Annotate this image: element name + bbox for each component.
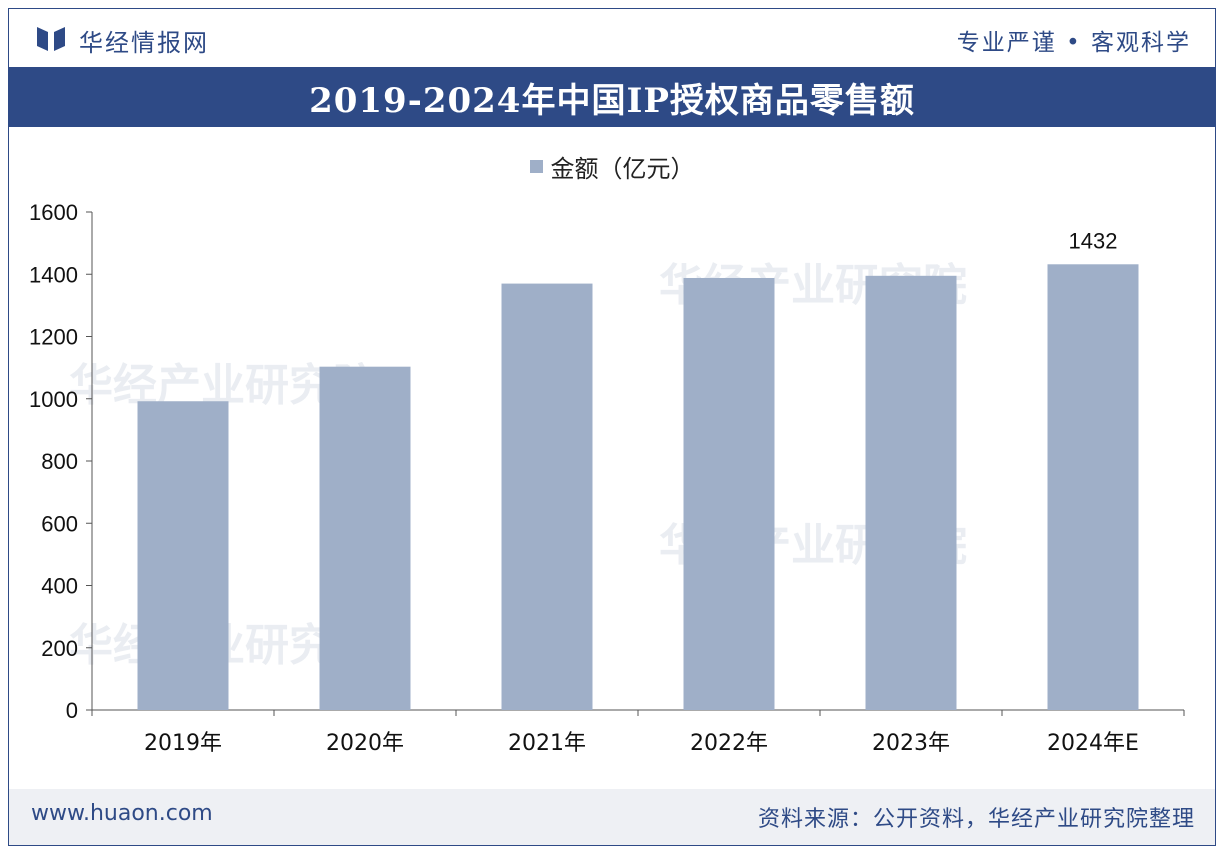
footer-bar: www.huaon.com 资料来源：公开资料，华经产业研究院整理 — [9, 789, 1215, 845]
legend-label: 金额（亿元） — [550, 155, 695, 183]
y-tick-label: 1600 — [29, 200, 78, 225]
y-tick-label: 1200 — [29, 325, 78, 350]
bar — [501, 283, 593, 710]
x-tick-label: 2019年 — [144, 731, 222, 756]
y-tick-label: 1000 — [29, 387, 78, 412]
bar — [1047, 264, 1139, 710]
x-tick-label: 2023年 — [872, 731, 950, 756]
chart-title: 2019-2024年中国IP授权商品零售额 — [309, 80, 915, 121]
y-tick-label: 400 — [41, 574, 78, 599]
title-bar: 2019-2024年中国IP授权商品零售额 — [9, 67, 1215, 127]
bar — [865, 275, 957, 710]
x-tick-label: 2020年 — [326, 731, 404, 756]
legend-swatch — [529, 160, 543, 173]
bar — [137, 401, 229, 710]
slogan: 专业严谨 • 客观科学 — [956, 30, 1191, 56]
x-tick-label: 2022年 — [690, 731, 768, 756]
data-label: 1432 — [1069, 228, 1118, 253]
x-tick-label: 2024年E — [1047, 731, 1139, 756]
y-tick-label: 600 — [41, 511, 78, 536]
y-tick-label: 1400 — [29, 262, 78, 287]
header-bar: 华经情报网 专业严谨 • 客观科学 — [9, 9, 1215, 67]
y-tick-label: 0 — [66, 698, 78, 723]
chart-frame: 华经情报网 专业严谨 • 客观科学 2019-2024年中国IP授权商品零售额 … — [8, 8, 1216, 846]
x-tick-label: 2021年 — [508, 731, 586, 756]
bar — [319, 366, 411, 710]
bar — [683, 277, 775, 710]
footer-source: 资料来源：公开资料，华经产业研究院整理 — [757, 807, 1195, 832]
brand-logo-icon — [37, 27, 65, 51]
legend: 金额（亿元） — [9, 149, 1215, 184]
y-tick-label: 800 — [41, 449, 78, 474]
bar-chart: 0 200 400 600 800 1000 1200 1400 1600 2019年 2020年 2… — [29, 200, 1185, 756]
footer-website: www.huaon.com — [31, 801, 213, 826]
y-tick-label: 200 — [41, 636, 78, 661]
brand-name: 华经情报网 — [79, 29, 209, 57]
